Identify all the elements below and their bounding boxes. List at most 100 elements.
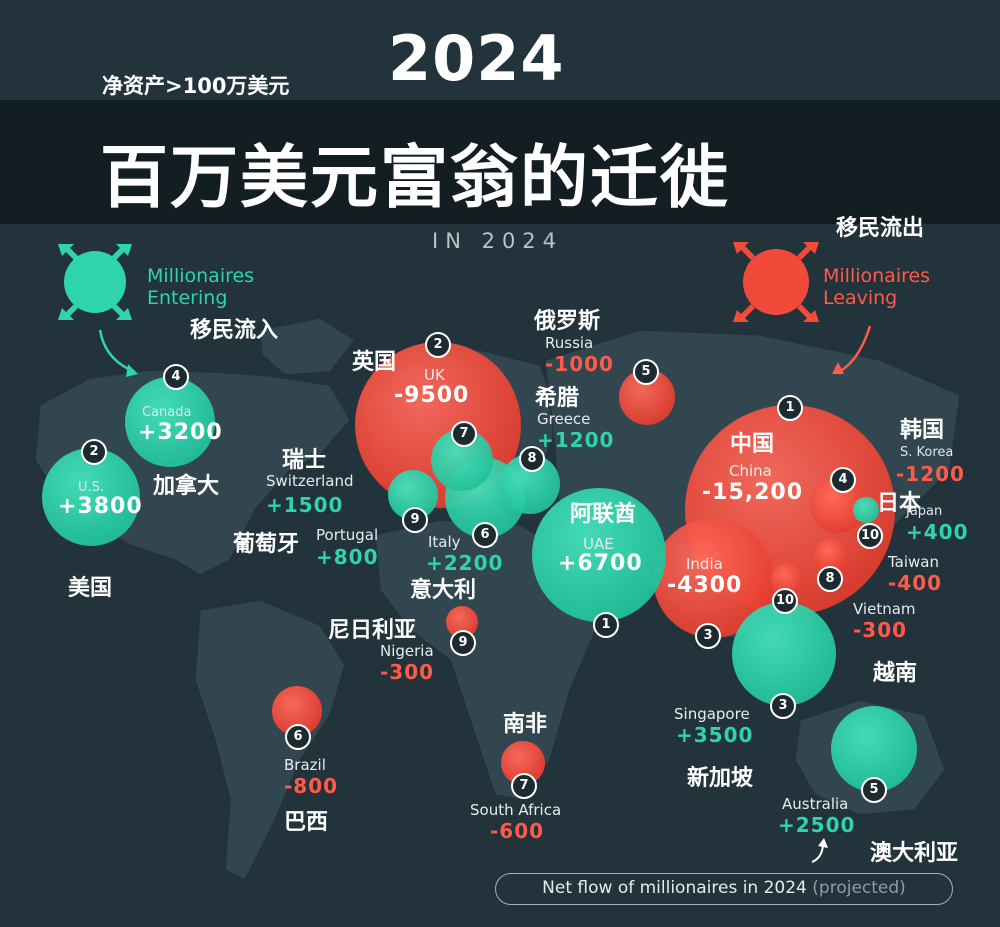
russia-name-zh: 俄罗斯 [534, 309, 601, 334]
leaving-curved-arrow-icon [841, 325, 872, 372]
uae-bubble [532, 488, 666, 622]
canada-name-zh: 加拿大 [153, 474, 220, 499]
russia-bubble [619, 369, 675, 425]
nigeria-name-zh: 尼日利亚 [328, 618, 417, 643]
footer-note: Net flow of millionaires in 2024 (projec… [495, 873, 953, 905]
title-band: 百万美元富翁的迁徙 [0, 100, 1000, 224]
us-rank-badge: 2 [81, 439, 107, 465]
south-africa-name-en: South Africa [470, 801, 562, 819]
uk-name-zh: 英国 [352, 350, 397, 375]
china-value: -15,200 [702, 480, 804, 505]
australia-name-en: Australia [782, 795, 849, 813]
taiwan-value: -400 [888, 571, 943, 595]
canada-name-en: Canada [142, 405, 192, 420]
nigeria-value: -300 [380, 660, 435, 684]
italy-rank-badge: 6 [472, 522, 498, 548]
brazil-name-zh: 巴西 [284, 810, 329, 835]
singapore-value: +3500 [676, 723, 754, 747]
uae-value: +6700 [558, 551, 643, 576]
portugal-rank-badge: 7 [451, 421, 477, 447]
japan-name-zh: 日本 [877, 491, 922, 516]
canada-value: +3200 [138, 420, 223, 445]
japan-name-en: Japan [906, 504, 943, 519]
australia-bubble [831, 706, 917, 792]
india-value: -4300 [667, 573, 743, 598]
leaving-legend-label: Millionaires Leaving [823, 265, 931, 309]
south-america-shape [194, 599, 346, 882]
canada-rank-badge: 4 [163, 364, 189, 390]
japan-rank-badge: 10 [857, 523, 883, 549]
south-africa-name-zh: 南非 [503, 712, 548, 737]
south-africa-rank-badge: 7 [511, 773, 537, 799]
leaving-circle [743, 249, 809, 315]
russia-name-en: Russia [545, 334, 594, 352]
switzerland-rank-badge: 9 [402, 507, 428, 533]
china-name-en: China [729, 462, 772, 480]
india-bubble [653, 518, 773, 638]
russia-rank-badge: 5 [633, 359, 659, 385]
korea-name-en: S. Korea [900, 445, 954, 460]
taiwan-bubble [814, 539, 848, 573]
switzerland-name-zh: 瑞士 [282, 448, 327, 473]
south-africa-bubble [501, 741, 545, 785]
greenland-shape [259, 317, 357, 376]
australia-rank-badge: 5 [861, 777, 887, 803]
taiwan-name-en: Taiwan [888, 553, 940, 571]
australia-name-zh: 澳大利亚 [870, 841, 959, 866]
australia-pointer-icon [811, 844, 824, 863]
leaving-legend-zh: 移民流出 [836, 216, 925, 241]
korea-bubble [810, 477, 866, 533]
footer-note-text: Net flow of millionaires in 2024 [542, 878, 807, 898]
entering-circle [64, 251, 126, 313]
australia-value: +2500 [778, 813, 856, 837]
south-africa-value: -600 [490, 819, 545, 843]
uae-rank-badge: 1 [593, 612, 619, 638]
korea-value: -1200 [896, 462, 965, 486]
italy-name-zh: 意大利 [410, 578, 477, 603]
nigeria-name-en: Nigeria [380, 642, 434, 660]
nigeria-bubble [446, 606, 478, 638]
singapore-rank-badge: 3 [770, 693, 796, 719]
portugal-name-zh: 葡萄牙 [233, 532, 300, 557]
in-year-label: IN 2024 [432, 229, 564, 253]
entering-legend-label: Millionaires Entering [147, 265, 255, 309]
greece-value: +1200 [537, 428, 615, 452]
brazil-rank-badge: 6 [285, 724, 311, 750]
portugal-value: +800 [316, 545, 379, 569]
portugal-name-en: Portugal [316, 526, 379, 544]
brazil-name-en: Brazil [284, 756, 326, 774]
inward-arrows-icon [58, 244, 132, 320]
footer-note-suffix: (projected) [812, 878, 906, 898]
switzerland-bubble [388, 470, 438, 520]
greece-name-zh: 希腊 [535, 386, 580, 411]
india-rank-badge: 3 [695, 623, 721, 649]
vietnam-name-en: Vietnam [853, 600, 916, 618]
switzerland-value: +1500 [266, 493, 344, 517]
brazil-bubble [272, 686, 322, 736]
year-heading: 2024 [388, 22, 565, 95]
japan-bubble [853, 497, 879, 523]
india-name-en: India [686, 555, 723, 573]
brazil-value: -800 [284, 774, 339, 798]
singapore-name-en: Singapore [674, 705, 750, 723]
china-rank-badge: 1 [777, 395, 803, 421]
vietnam-value: -300 [853, 618, 908, 642]
japan-value: +400 [906, 520, 969, 544]
russia-value: -1000 [545, 352, 614, 376]
us-name-en: U.S. [78, 480, 105, 495]
taiwan-rank-badge: 8 [817, 566, 843, 592]
uk-value: -9500 [394, 383, 470, 408]
nigeria-rank-badge: 9 [450, 630, 476, 656]
page-title: 百万美元富翁的迁徙 [100, 139, 731, 218]
vietnam-rank-badge: 10 [772, 588, 798, 614]
uae-name-en: UAE [583, 535, 614, 553]
us-value: +3800 [58, 494, 143, 519]
korea-rank-badge: 4 [830, 467, 856, 493]
canada-bubble [125, 377, 215, 467]
uk-name-en: UK [424, 366, 445, 384]
greece-rank-badge: 8 [519, 446, 545, 472]
italy-name-en: Italy [428, 533, 461, 551]
